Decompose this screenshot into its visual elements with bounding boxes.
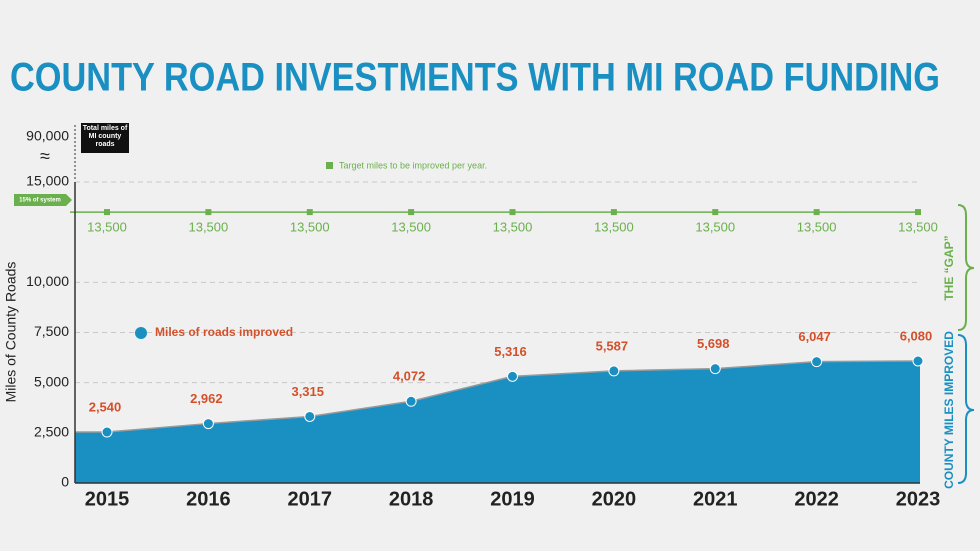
x-tick-label: 2015 (85, 488, 130, 510)
point (507, 370, 518, 382)
legend-label: Miles of roads improved (155, 325, 293, 339)
target-label: 13,500 (695, 220, 735, 235)
target-label: 13,500 (87, 220, 127, 235)
y-tick-label: 2,500 (34, 424, 69, 440)
improved-label: COUNTY MILES IMPROVED (942, 331, 956, 489)
target-label: 13,500 (290, 220, 330, 235)
point (101, 426, 113, 438)
target-point (610, 209, 617, 216)
x-tick-label: 2019 (490, 488, 535, 510)
system-tag-label: 15% of system (19, 198, 61, 204)
x-tick-label: 2017 (288, 488, 333, 510)
callout-text: Total miles of MI county roads (82, 125, 128, 148)
target-label: 13,500 (188, 220, 228, 235)
x-tick-label: 2021 (693, 488, 738, 510)
point (912, 355, 924, 367)
target-point (306, 209, 313, 216)
callout-box (81, 123, 129, 153)
y-tick-label: 0 (61, 474, 69, 490)
y-tick-label: 5,000 (34, 373, 69, 389)
value-label: 4,072 (393, 369, 426, 384)
improved-brace (957, 334, 975, 484)
target-point (104, 209, 110, 216)
system-tag (14, 194, 72, 206)
point (608, 365, 620, 377)
target-point (205, 209, 212, 216)
target-label: 13,500 (898, 220, 938, 235)
target-point (712, 209, 719, 216)
target-point (408, 209, 415, 216)
y-tick-label: 10,000 (26, 273, 69, 289)
legend-icon (326, 162, 333, 169)
value-label: 6,080 (900, 328, 933, 343)
value-label: 3,315 (291, 384, 324, 399)
target-label: 13,500 (594, 220, 634, 235)
x-tick-label: 2016 (186, 488, 231, 510)
y-tick-label: 15,000 (26, 173, 69, 189)
point (202, 418, 214, 430)
x-tick-label: 2020 (592, 488, 637, 510)
value-label: 2,540 (89, 399, 122, 414)
target-point (509, 209, 516, 216)
target-label: 13,500 (797, 220, 837, 235)
point (709, 363, 721, 375)
value-label: 2,962 (190, 391, 223, 406)
gap-label: THE “GAP” (942, 235, 956, 300)
x-tick-label: 2023 (896, 488, 941, 510)
x-tick-label: 2018 (389, 488, 434, 510)
point (304, 410, 316, 422)
value-label: 6,047 (798, 329, 831, 344)
target-label: 13,500 (493, 220, 533, 235)
y-tick-label: 90,000 (26, 128, 69, 144)
y-tick-label: 7,500 (34, 323, 69, 339)
plot: 0 2,500 5,000 7,500 10,000 15,000 90,000 2,540 2… (26, 128, 940, 511)
point (405, 395, 417, 407)
callout: Total miles of MI county roads (82, 125, 128, 148)
y-axis-label: Miles of County Roads (3, 262, 19, 403)
value-label: 5,316 (494, 344, 527, 359)
target-point (915, 209, 921, 216)
chart-title: COUNTY ROAD INVESTMENTS WITH MI ROAD FUN… (10, 56, 940, 100)
gap-brace (957, 204, 975, 331)
point (811, 356, 823, 368)
target-label: 13,500 (391, 220, 431, 235)
value-label: 5,587 (596, 338, 629, 353)
legend-label: Target miles to be improved per year. (339, 160, 487, 170)
target-point (813, 209, 820, 216)
x-tick-label: 2022 (794, 488, 839, 510)
value-label: 5,698 (697, 336, 730, 351)
area (75, 360, 920, 483)
legend-icon (135, 327, 147, 339)
axis-break-symbol: ≈ (40, 146, 50, 166)
